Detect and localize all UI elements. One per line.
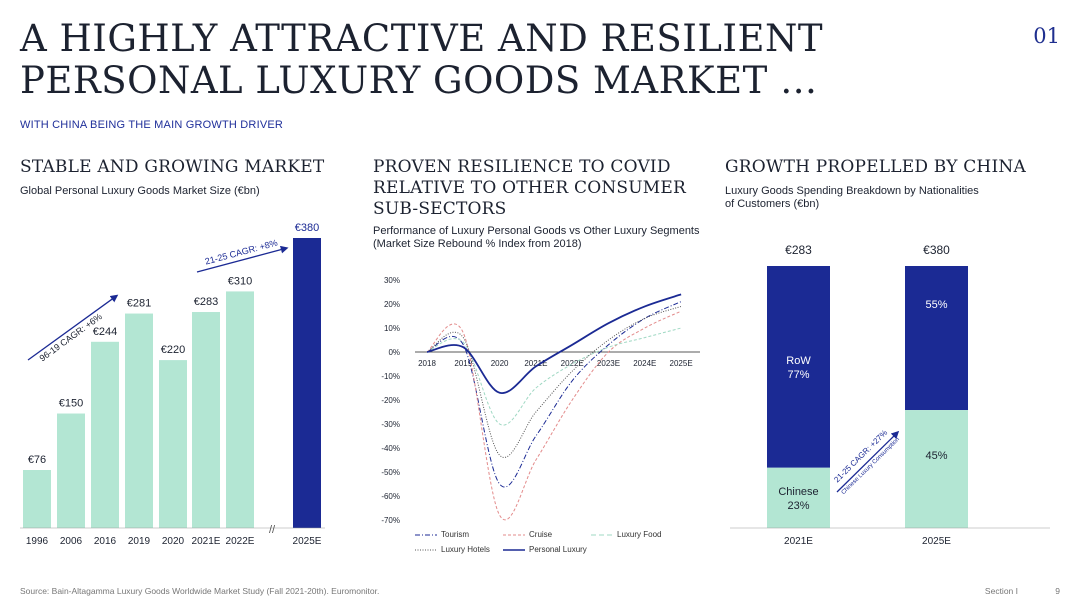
legend-label-cruise: Cruise [529,530,553,539]
market-size-bar-chart: €76 1996 €150 2006 €244 2016 €281 2019 €220 2020 €… [20,222,325,547]
x-tick-label-2021E: 2021E [192,536,221,547]
legend-item-cruise: Cruise [503,530,552,539]
middle-section-subtitle: Performance of Luxury Personal Goods vs … [373,225,700,250]
cagr-arrow-21-25 [196,245,289,273]
bar-value-label-1996: €76 [28,454,46,466]
legend-label-tourism: Tourism [441,530,470,539]
bar-value-label-2021E: €283 [194,296,218,308]
stack-segment-row-2021E [767,266,830,468]
cagr-arrow-96-19 [27,294,119,361]
row-share-label-2021E: RoW [786,355,811,367]
series-line-luxury-food [426,327,682,426]
x-tick-label-2019: 2019 [128,536,151,547]
legend-item-personal-luxury: Personal Luxury [503,545,587,554]
bar-2022E [226,291,254,528]
legend-label-personal-luxury: Personal Luxury [529,545,587,554]
y-tick-label: -20% [381,396,400,405]
x-tick-label-2022E: 2022E [226,536,255,547]
legend-label-luxury-hotels: Luxury Hotels [441,545,490,554]
bar-2006 [57,413,85,528]
x-tick-label-2022E: 2022E [561,359,584,368]
legend-label-luxury-food: Luxury Food [617,530,662,539]
series-line-personal-luxury [426,293,682,394]
page-subtitle: WITH CHINA BEING THE MAIN GROWTH DRIVER [20,119,284,131]
footer-source: Source: Bain-Altagamma Luxury Goods Worl… [20,586,380,596]
line-chart-legend: Tourism Cruise Luxury Food Luxury Hotels… [415,530,715,560]
y-tick-label: 30% [384,276,400,285]
middle-section-title: PROVEN RESILIENCE TO COVID RELATIVE TO O… [373,157,686,219]
x-tick-label-2025E: 2025E [293,536,322,547]
resilience-line-chart: 30% 20% 10% 0% -10% -20% -30% -40% -50% -60% -70% 2… [381,276,700,525]
stack-segment-chinese-2021E [767,467,830,528]
legend-item-tourism: Tourism [415,530,469,539]
bar-2025E [293,238,321,528]
series-line-luxury-hotels [426,305,682,458]
x-tick-label-2021E: 2021E [784,536,813,547]
x-tick-label-2023E: 2023E [597,359,620,368]
footer-page-number: 9 [1055,586,1060,596]
bar-2021E [192,312,220,528]
bar-2020 [159,360,187,528]
bar-2019 [125,313,153,528]
bar-value-label-2019: €281 [127,298,151,310]
x-tick-label-2018: 2018 [418,359,436,368]
total-label-2025E: €380 [923,243,950,257]
legend-item-luxury-food: Luxury Food [591,530,661,539]
y-tick-label: -60% [381,492,400,501]
y-tick-label: -30% [381,420,400,429]
page-number: 01 [1033,24,1060,48]
y-tick-label: -40% [381,444,400,453]
x-tick-label-2006: 2006 [60,536,83,547]
bar-value-label-2022E: €310 [228,275,252,287]
stack-segment-chinese-2025E [905,410,968,528]
x-tick-label-2016: 2016 [94,536,117,547]
china-stacked-bar-chart: €283 2021E RoW 77% Chinese 23% €380 2025E 55% 45%… [730,243,1050,547]
cagr-arrow-china [836,430,900,493]
page-title: A HIGHLY ATTRACTIVE AND RESILIENT PERSON… [20,17,824,102]
x-tick-label-2020: 2020 [491,359,509,368]
bar-1996 [23,470,51,528]
y-tick-label: -50% [381,468,400,477]
y-tick-label: -10% [381,372,400,381]
x-tick-label-2024E: 2024E [633,359,656,368]
right-section-title: GROWTH PROPELLED BY CHINA [725,157,1026,177]
stack-segment-row-2025E [905,266,968,411]
chinese-share-label-2021E: 23% [787,500,809,512]
bar-value-label-2020: €220 [161,344,185,356]
left-section-subtitle: Global Personal Luxury Goods Market Size… [20,185,260,197]
row-share-label-2021E: 77% [787,369,809,381]
x-tick-label-2025E: 2025E [922,536,951,547]
legend-item-luxury-hotels: Luxury Hotels [415,545,490,554]
row-share-label-2025E: 55% [925,299,947,311]
chinese-share-label-2025E: 45% [925,450,947,462]
cagr-label-21-25: 21-25 CAGR: +8% [204,238,279,267]
bar-value-label-2025E: €380 [295,222,319,234]
x-tick-label-2025E: 2025E [670,359,693,368]
x-tick-label-2020: 2020 [162,536,185,547]
series-line-cruise [426,310,682,521]
x-tick-label-1996: 1996 [26,536,49,547]
y-tick-label: 0% [388,348,400,357]
bar-value-label-2016: €244 [93,326,117,338]
left-section-title: STABLE AND GROWING MARKET [20,157,325,177]
footer-section: Section I [984,586,1018,596]
axis-break-marker: // [269,524,276,536]
bar-2016 [91,341,119,528]
series-line-tourism [426,301,682,488]
y-tick-label: 20% [384,300,400,309]
bar-value-label-2006: €150 [59,398,83,410]
total-label-2021E: €283 [785,243,812,257]
y-tick-label: 10% [384,324,400,333]
x-tick-label-2019: 2019 [454,359,472,368]
right-section-subtitle: Luxury Goods Spending Breakdown by Natio… [725,185,979,210]
y-tick-label: -70% [381,516,400,525]
chinese-share-label-2021E: Chinese [778,486,818,498]
x-tick-label-2021E: 2021E [524,359,547,368]
